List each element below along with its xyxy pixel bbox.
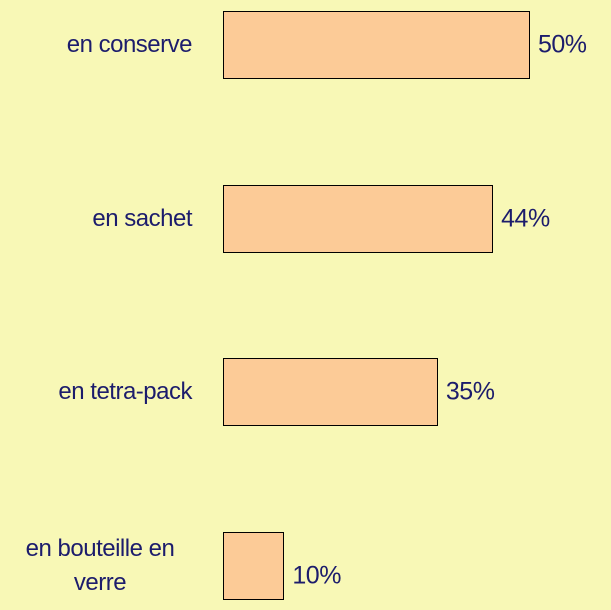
value-label: 35% xyxy=(445,377,495,406)
bar xyxy=(223,358,438,426)
category-label: en conserve xyxy=(66,31,193,58)
bar xyxy=(223,531,285,600)
category-label: en tetra-pack xyxy=(58,378,192,405)
category-label: en bouteille en verre xyxy=(25,534,175,596)
category-label: en sachet xyxy=(92,204,192,232)
value-label: 50% xyxy=(538,30,587,59)
bar xyxy=(223,11,530,79)
value-label: 10% xyxy=(292,561,341,589)
value-label: 44% xyxy=(501,204,550,232)
bar xyxy=(223,184,494,253)
